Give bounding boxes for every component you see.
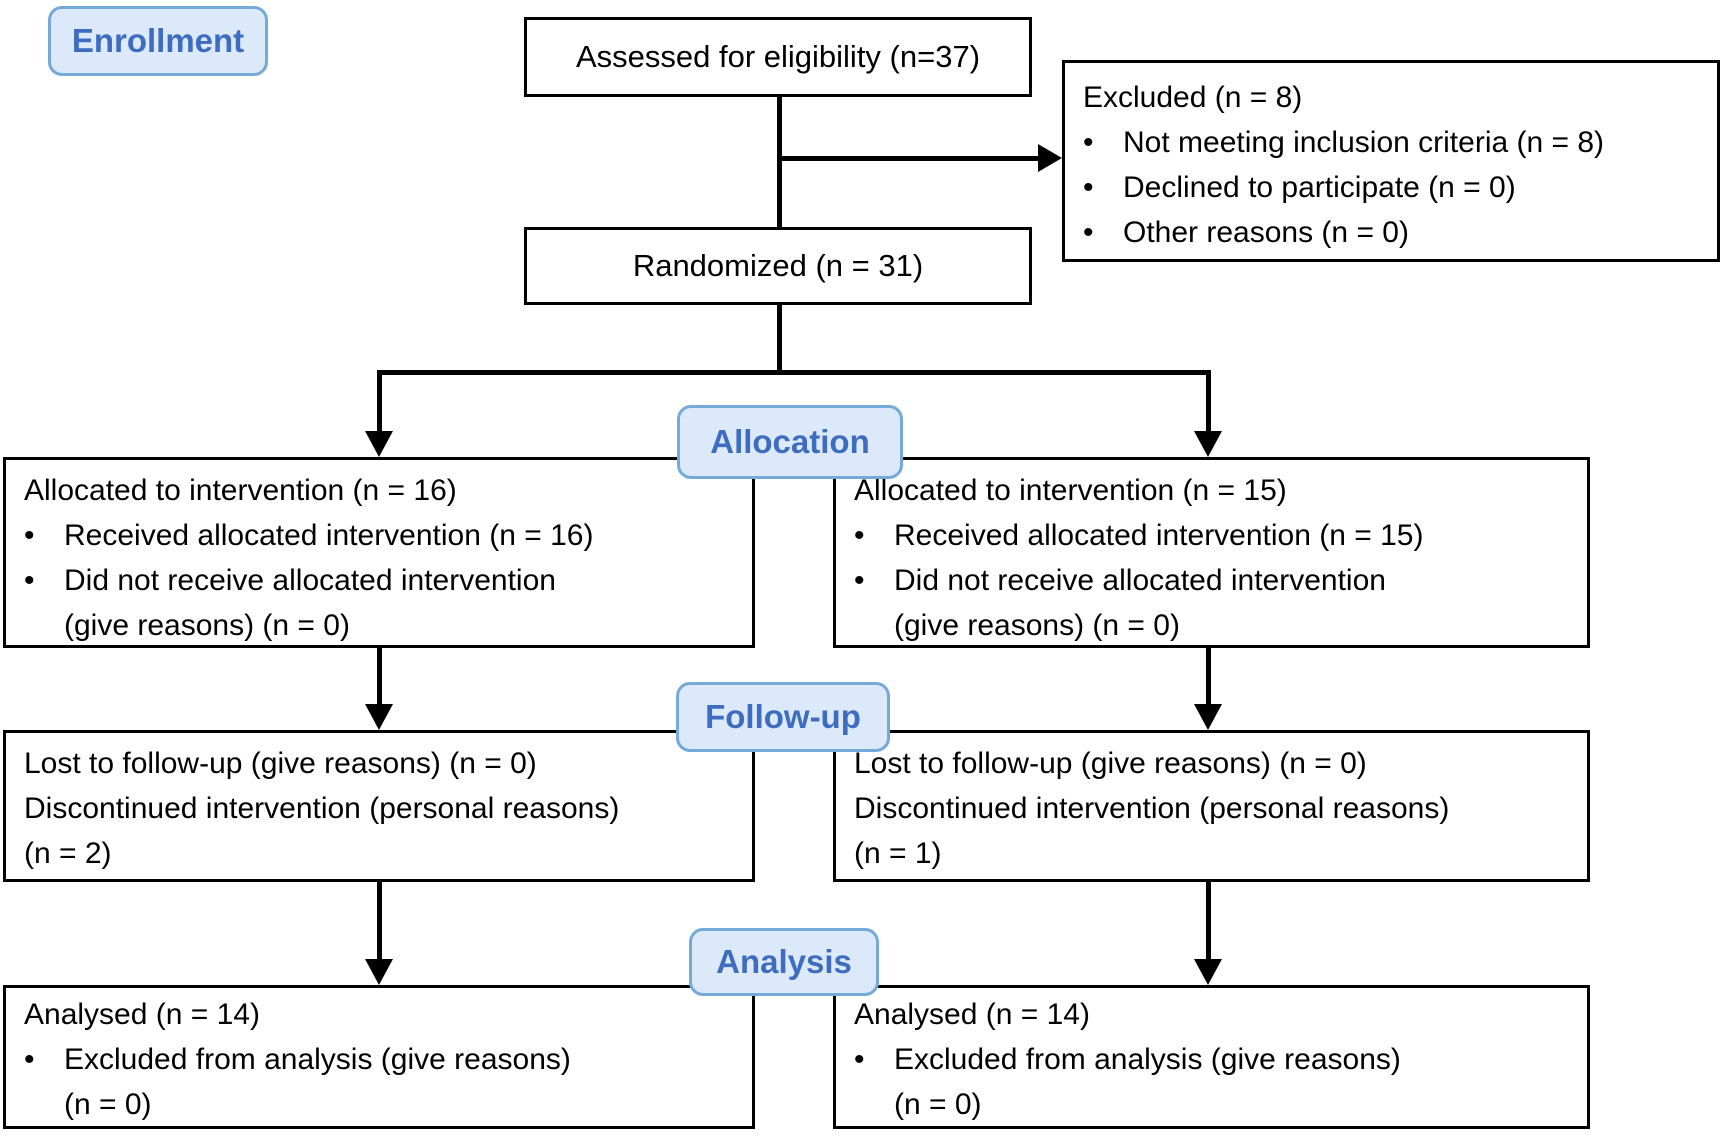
box-line: (n = 0) bbox=[894, 1088, 982, 1121]
box-line: Analysed (n = 14) bbox=[24, 998, 260, 1031]
box-line: • Declined to participate (n = 0) bbox=[1083, 165, 1699, 210]
connector-split-to-allocation-left bbox=[377, 370, 382, 433]
allocation-left-box: Allocated to intervention (n = 16) • Recei… bbox=[3, 457, 755, 648]
split-bar bbox=[377, 370, 1211, 375]
box-line: Allocated to intervention (n = 15) bbox=[854, 474, 1287, 507]
box-line: • Other reasons (n = 0) bbox=[1083, 210, 1699, 255]
allocation-stage-badge: Allocation bbox=[677, 405, 903, 479]
analysis-stage-badge: Analysis bbox=[689, 928, 879, 996]
bullet-text: Received allocated intervention (n = 15) bbox=[894, 519, 1424, 552]
arrowhead-allocation-right bbox=[1194, 431, 1222, 457]
excluded-box: Excluded (n = 8) • Not meeting inclusion c… bbox=[1062, 60, 1720, 262]
box-line: • Not meeting inclusion criteria (n = 8) bbox=[1083, 120, 1699, 165]
bullet-text: Did not receive allocated intervention bbox=[894, 564, 1386, 597]
randomized-box: Randomized (n = 31) bbox=[524, 227, 1032, 305]
connector-assessed-to-randomized bbox=[777, 95, 782, 229]
box-line: (n = 2) bbox=[24, 837, 112, 870]
arrowhead-analysis-left bbox=[365, 959, 393, 985]
followup-stage-badge: Follow-up bbox=[676, 682, 890, 752]
box-line: • Did not receive allocated intervention bbox=[24, 558, 734, 603]
connector-randomized-to-split bbox=[777, 303, 782, 375]
assessed-box: Assessed for eligibility (n=37) bbox=[524, 17, 1032, 97]
followup-right-box: Lost to follow-up (give reasons) (n = 0)… bbox=[833, 730, 1590, 882]
connector-followup-to-analysis-left bbox=[377, 882, 382, 961]
bullet-dot: • bbox=[854, 1043, 865, 1076]
bullet-text: Received allocated intervention (n = 16) bbox=[64, 519, 594, 552]
connector-to-excluded bbox=[779, 156, 1041, 161]
box-line: Excluded (n = 8) bbox=[1083, 81, 1303, 114]
bullet-dot: • bbox=[854, 564, 865, 597]
box-line: • Did not receive allocated intervention bbox=[854, 558, 1569, 603]
box-line: • Excluded from analysis (give reasons) bbox=[24, 1037, 734, 1082]
box-line: (n = 1) bbox=[854, 837, 942, 870]
arrowhead-analysis-right bbox=[1194, 959, 1222, 985]
box-line: (give reasons) (n = 0) bbox=[894, 609, 1180, 642]
bullet-text: Did not receive allocated intervention bbox=[64, 564, 556, 597]
bullet-text: Other reasons (n = 0) bbox=[1123, 216, 1409, 249]
box-line: Lost to follow-up (give reasons) (n = 0) bbox=[854, 747, 1367, 780]
box-line: (n = 0) bbox=[64, 1088, 152, 1121]
box-line: Lost to follow-up (give reasons) (n = 0) bbox=[24, 747, 537, 780]
box-line: • Received allocated intervention (n = 16… bbox=[24, 513, 734, 558]
connector-allocation-to-followup-left bbox=[377, 648, 382, 706]
followup-left-box: Lost to follow-up (give reasons) (n = 0)… bbox=[3, 730, 755, 882]
bullet-text: Excluded from analysis (give reasons) bbox=[64, 1043, 571, 1076]
box-line: Discontinued intervention (personal reas… bbox=[854, 792, 1450, 825]
box-line: • Received allocated intervention (n = 15… bbox=[854, 513, 1569, 558]
bullet-dot: • bbox=[1083, 216, 1094, 249]
analysis-right-box: Analysed (n = 14) • Excluded from analysis… bbox=[833, 985, 1590, 1129]
box-line: Allocated to intervention (n = 16) bbox=[24, 474, 457, 507]
bullet-text: Declined to participate (n = 0) bbox=[1123, 171, 1516, 204]
bullet-text: Excluded from analysis (give reasons) bbox=[894, 1043, 1401, 1076]
enrollment-stage-badge: Enrollment bbox=[48, 6, 268, 76]
box-line: • Excluded from analysis (give reasons) bbox=[854, 1037, 1569, 1082]
analysis-left-box: Analysed (n = 14) • Excluded from analysis… bbox=[3, 985, 755, 1129]
bullet-dot: • bbox=[1083, 126, 1094, 159]
box-line: Discontinued intervention (personal reas… bbox=[24, 792, 620, 825]
connector-followup-to-analysis-right bbox=[1206, 882, 1211, 961]
arrowhead-excluded bbox=[1038, 144, 1062, 172]
connector-split-to-allocation-right bbox=[1206, 370, 1211, 433]
arrowhead-followup-right bbox=[1194, 704, 1222, 730]
bullet-dot: • bbox=[24, 564, 35, 597]
arrowhead-followup-left bbox=[365, 704, 393, 730]
bullet-dot: • bbox=[24, 1043, 35, 1076]
bullet-text: Not meeting inclusion criteria (n = 8) bbox=[1123, 126, 1605, 159]
bullet-dot: • bbox=[854, 519, 865, 552]
connector-allocation-to-followup-right bbox=[1206, 648, 1211, 706]
box-line: Analysed (n = 14) bbox=[854, 998, 1090, 1031]
bullet-dot: • bbox=[24, 519, 35, 552]
box-line: (give reasons) (n = 0) bbox=[64, 609, 350, 642]
arrowhead-allocation-left bbox=[365, 431, 393, 457]
bullet-dot: • bbox=[1083, 171, 1094, 204]
allocation-right-box: Allocated to intervention (n = 15) • Recei… bbox=[833, 457, 1590, 648]
